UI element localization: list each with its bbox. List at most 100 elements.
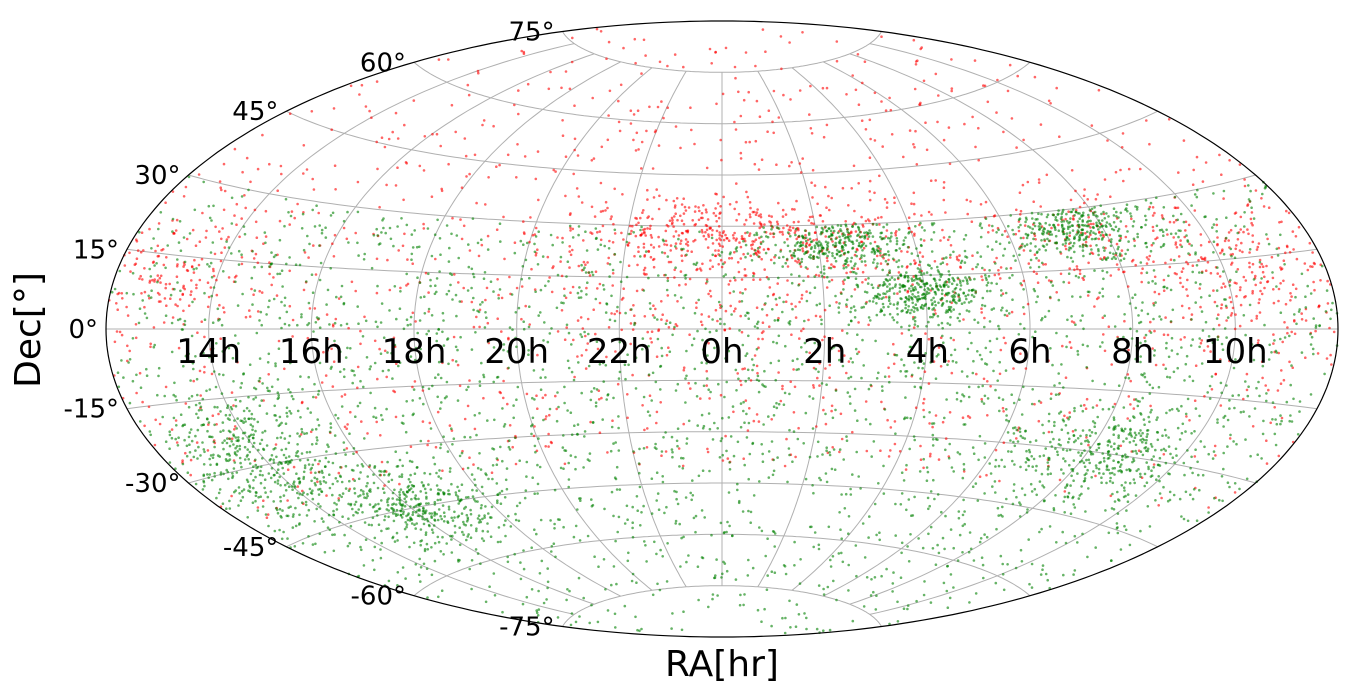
data-point xyxy=(283,437,287,440)
data-point xyxy=(728,291,732,295)
data-point xyxy=(1157,385,1161,389)
data-point xyxy=(110,290,114,294)
data-point xyxy=(1300,318,1304,321)
data-point xyxy=(520,277,523,281)
data-point xyxy=(731,234,735,237)
data-point xyxy=(1199,244,1203,247)
data-point xyxy=(252,486,255,490)
data-point xyxy=(652,246,656,249)
data-point xyxy=(613,612,617,616)
data-point xyxy=(512,416,515,420)
data-point xyxy=(310,273,314,277)
data-point xyxy=(258,404,262,408)
data-point xyxy=(1133,244,1136,248)
data-point xyxy=(403,497,407,501)
data-point xyxy=(921,546,925,550)
data-point xyxy=(1245,388,1249,392)
data-point xyxy=(554,170,557,173)
data-point xyxy=(994,448,998,452)
data-point xyxy=(198,240,202,243)
data-point xyxy=(979,537,983,540)
data-point xyxy=(647,276,650,280)
data-point xyxy=(1200,339,1204,342)
data-point xyxy=(867,323,870,327)
data-point xyxy=(1186,294,1189,298)
data-point xyxy=(1222,197,1225,200)
data-point xyxy=(893,278,896,281)
data-point xyxy=(1238,324,1242,328)
data-point xyxy=(336,480,339,483)
data-point xyxy=(804,411,808,415)
data-point xyxy=(657,144,661,147)
data-point xyxy=(870,455,873,458)
data-point xyxy=(1161,230,1165,234)
data-point xyxy=(250,276,254,280)
data-point xyxy=(1243,184,1247,188)
data-point xyxy=(430,512,434,515)
data-point xyxy=(486,340,490,343)
data-point xyxy=(459,335,462,339)
data-point xyxy=(959,265,962,269)
data-point xyxy=(912,202,916,206)
data-point xyxy=(971,371,975,375)
data-point xyxy=(746,429,750,432)
data-point xyxy=(550,327,553,330)
data-point xyxy=(767,214,771,218)
data-point xyxy=(792,430,796,433)
data-point xyxy=(183,319,187,323)
data-point xyxy=(562,434,565,437)
data-point xyxy=(162,263,166,267)
data-point xyxy=(798,89,802,92)
data-point xyxy=(971,115,974,119)
data-point xyxy=(817,256,820,260)
data-point xyxy=(279,495,282,499)
data-point xyxy=(486,419,489,422)
data-point xyxy=(991,248,994,251)
data-point xyxy=(983,492,986,495)
data-point xyxy=(572,172,575,176)
data-point xyxy=(599,210,603,213)
data-point xyxy=(353,491,357,495)
data-point xyxy=(1212,450,1216,453)
data-point xyxy=(941,228,944,232)
data-point xyxy=(682,535,685,539)
data-point xyxy=(1009,439,1012,442)
data-point xyxy=(941,261,945,265)
data-point xyxy=(497,293,500,297)
data-point xyxy=(634,234,638,238)
data-point xyxy=(475,201,478,205)
data-point xyxy=(401,464,405,468)
data-point xyxy=(910,373,914,377)
data-point xyxy=(918,260,922,264)
data-point xyxy=(141,299,144,302)
data-point xyxy=(619,83,623,87)
data-point xyxy=(227,346,231,350)
data-point xyxy=(1229,433,1232,437)
data-point xyxy=(851,74,854,77)
data-point xyxy=(912,143,915,146)
data-point xyxy=(945,256,948,259)
data-point xyxy=(234,446,237,450)
data-point xyxy=(946,322,949,325)
data-point xyxy=(210,294,213,298)
data-point xyxy=(547,280,550,283)
data-point xyxy=(767,277,770,281)
data-point xyxy=(922,397,926,401)
data-point xyxy=(985,473,988,477)
data-point xyxy=(615,582,618,586)
data-point xyxy=(1111,405,1115,409)
data-point xyxy=(729,304,732,308)
data-point xyxy=(1032,270,1036,274)
data-point xyxy=(679,214,682,218)
data-point xyxy=(783,391,787,395)
data-point xyxy=(501,407,504,410)
data-point xyxy=(705,210,708,214)
data-point xyxy=(1068,415,1072,419)
data-point xyxy=(777,359,781,363)
data-point xyxy=(972,452,976,456)
data-point xyxy=(760,225,763,228)
data-point xyxy=(329,422,333,425)
data-point xyxy=(1280,416,1284,420)
data-point xyxy=(738,241,741,244)
data-point xyxy=(847,264,850,267)
